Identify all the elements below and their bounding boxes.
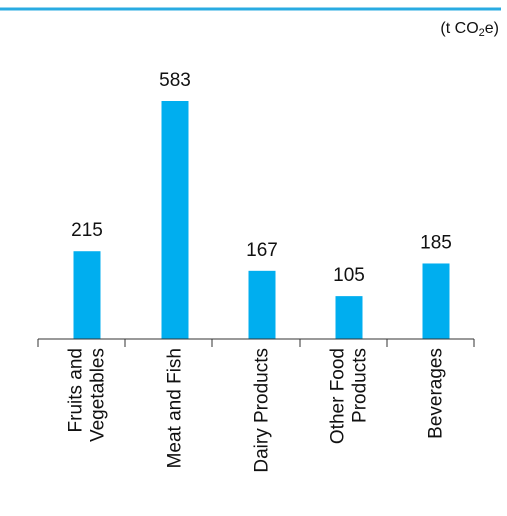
data-label-4: 105 [333, 265, 365, 286]
data-label-5: 185 [420, 232, 452, 253]
data-label-3: 167 [246, 240, 278, 261]
bar-3 [248, 270, 276, 339]
unit-prefix: (t CO [440, 20, 479, 37]
data-label-1: 215 [71, 220, 103, 241]
bar-4 [335, 296, 363, 339]
bars-layer [73, 101, 450, 339]
category-label-2: Meat and Fish [165, 348, 186, 468]
unit-subscript: 2 [478, 27, 485, 39]
category-label-1-line-2: Vegetables [88, 348, 109, 442]
bar-2 [161, 101, 189, 339]
category-label-5: Beverages [426, 348, 447, 439]
category-label-4-line-1: Other Food [328, 348, 349, 444]
data-labels: 215 583 167 105 185 [71, 70, 452, 286]
category-label-4-line-2: Products [350, 348, 371, 423]
category-labels: Fruits and Vegetables Meat and Fish Dairy P… [66, 348, 447, 473]
bar-1 [73, 251, 101, 339]
unit-label: (t CO2e) [440, 20, 499, 39]
category-label-1-line-1: Fruits and [66, 348, 87, 432]
tick-marks [37, 339, 475, 347]
category-label-3: Dairy Products [252, 348, 273, 473]
data-label-2: 583 [159, 70, 191, 91]
bar-5 [422, 263, 450, 339]
unit-suffix: e) [484, 20, 499, 37]
